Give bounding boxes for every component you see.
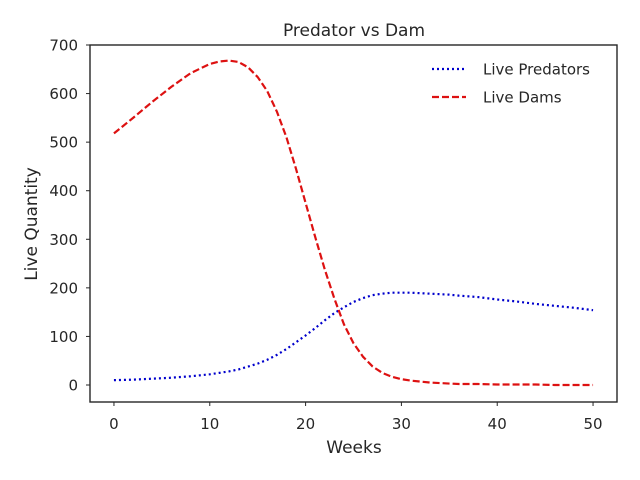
x-tick-label: 10	[200, 415, 219, 433]
plot-area	[113, 59, 594, 387]
chart-title: Predator vs Dam	[283, 21, 425, 41]
legend-label-2: Live Dams	[483, 89, 562, 107]
x-tick-label: 30	[392, 415, 411, 433]
y-axis: 0 100 200 300 400 500 600 700	[49, 37, 90, 395]
y-tick-label: 700	[49, 37, 78, 55]
x-tick-label: 0	[109, 415, 119, 433]
x-tick-label: 50	[583, 415, 602, 433]
y-tick-label: 200	[49, 279, 78, 297]
y-tick-label: 600	[49, 85, 78, 103]
y-tick-label: 500	[49, 134, 78, 152]
y-tick-label: 0	[68, 377, 78, 395]
y-tick-label: 400	[49, 182, 78, 200]
series-line-2	[113, 59, 594, 387]
y-tick-label: 100	[49, 328, 78, 346]
y-tick-label: 300	[49, 231, 78, 249]
legend: Live Predators Live Dams	[432, 61, 590, 107]
x-tick-label: 20	[296, 415, 315, 433]
plot-frame	[89, 44, 618, 403]
x-axis-label: Weeks	[326, 438, 382, 458]
series-line-1	[113, 291, 594, 382]
legend-label-1: Live Predators	[483, 61, 590, 79]
x-axis: 0 10 20 30 40 50	[109, 402, 603, 433]
x-tick-label: 40	[488, 415, 507, 433]
y-axis-label: Live Quantity	[22, 167, 42, 281]
